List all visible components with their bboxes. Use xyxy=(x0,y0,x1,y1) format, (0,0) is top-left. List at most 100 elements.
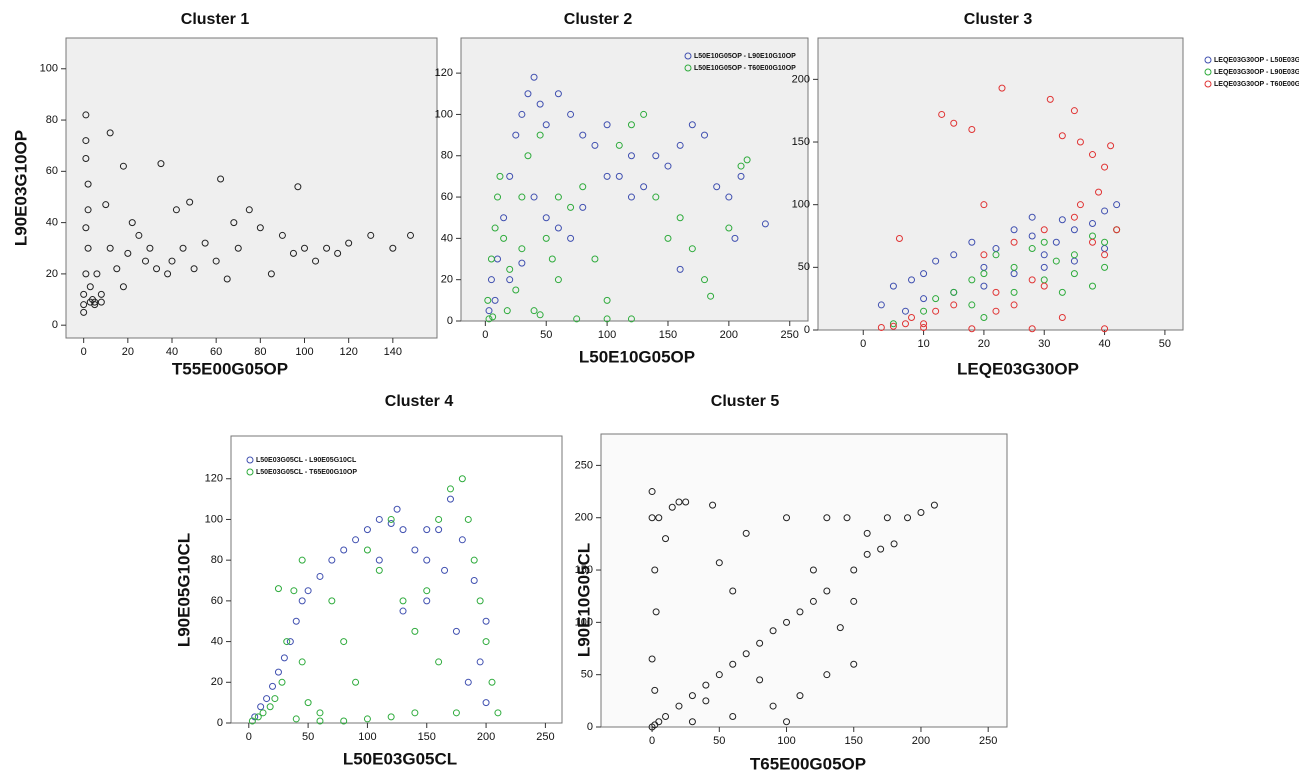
point xyxy=(889,282,897,290)
point xyxy=(500,214,508,222)
point xyxy=(901,320,909,328)
point xyxy=(1101,238,1109,246)
point xyxy=(298,658,306,666)
point xyxy=(411,627,419,635)
point xyxy=(470,577,478,585)
y-axis-label: L90E05G10CL xyxy=(174,533,193,647)
legend-marker xyxy=(1204,68,1212,76)
point xyxy=(542,121,550,129)
y-tick-label: 0 xyxy=(217,717,223,729)
legend-marker xyxy=(684,64,692,72)
point xyxy=(688,718,696,726)
point xyxy=(1058,216,1066,224)
point xyxy=(796,608,804,616)
point xyxy=(627,315,635,323)
x-tick-label: 150 xyxy=(418,731,436,743)
chart-title: Cluster 5 xyxy=(711,393,780,410)
point xyxy=(423,587,431,595)
point xyxy=(340,717,348,725)
point xyxy=(316,717,324,725)
x-tick-label: 200 xyxy=(477,731,495,743)
legend-marker xyxy=(1204,80,1212,88)
point xyxy=(1010,226,1018,234)
x-tick-label: 150 xyxy=(845,735,863,747)
y-tick-label: 60 xyxy=(46,165,58,177)
point xyxy=(491,224,499,232)
point xyxy=(573,315,581,323)
point xyxy=(1070,270,1078,278)
point xyxy=(271,695,279,703)
point xyxy=(106,244,114,252)
point xyxy=(186,198,194,206)
y-tick-label: 100 xyxy=(40,63,58,75)
point xyxy=(950,301,958,309)
point xyxy=(518,193,526,201)
point xyxy=(877,545,885,553)
point xyxy=(652,193,660,201)
point xyxy=(536,100,544,108)
point xyxy=(1052,238,1060,246)
point xyxy=(603,121,611,129)
point xyxy=(950,119,958,127)
point xyxy=(648,488,656,496)
point xyxy=(809,566,817,574)
point xyxy=(298,597,306,605)
point xyxy=(702,681,710,689)
point xyxy=(950,288,958,296)
point xyxy=(579,131,587,139)
point xyxy=(1089,282,1097,290)
point xyxy=(603,296,611,304)
point xyxy=(423,597,431,605)
point xyxy=(938,110,946,118)
y-tick-label: 80 xyxy=(441,150,453,162)
point xyxy=(1070,213,1078,221)
y-axis-label: L90E03G10OP xyxy=(11,130,30,246)
point xyxy=(992,288,1000,296)
point xyxy=(908,276,916,284)
point xyxy=(1101,251,1109,259)
point xyxy=(363,546,371,554)
point xyxy=(164,270,172,278)
point xyxy=(113,265,121,273)
point xyxy=(1101,163,1109,171)
x-tick-label: 0 xyxy=(860,338,866,350)
point xyxy=(920,295,928,303)
chart-title: Cluster 4 xyxy=(385,393,454,410)
x-tick-label: 20 xyxy=(122,346,134,358)
y-tick-label: 120 xyxy=(205,473,223,485)
point xyxy=(82,270,90,278)
point xyxy=(190,265,198,273)
point xyxy=(932,295,940,303)
x-tick-label: 60 xyxy=(210,346,222,358)
point xyxy=(823,514,831,522)
plot-area xyxy=(230,435,563,724)
legend-label: LEQE03G30OP - T60E00G05OP xyxy=(1214,81,1299,88)
legend-label: L50E03G05CL - T65E00G10OP xyxy=(256,469,357,476)
point xyxy=(1028,276,1036,284)
point xyxy=(655,718,663,726)
x-axis-label: L50E03G05CL xyxy=(343,749,457,768)
point xyxy=(496,172,504,180)
point xyxy=(603,172,611,180)
point xyxy=(1058,313,1066,321)
point xyxy=(294,183,302,191)
x-tick-label: 150 xyxy=(659,329,677,341)
point xyxy=(917,508,925,516)
point xyxy=(278,678,286,686)
point xyxy=(452,709,460,717)
point xyxy=(524,90,532,98)
point xyxy=(877,323,885,331)
x-tick-label: 50 xyxy=(1159,338,1171,350)
x-axis-label: T65E00G05OP xyxy=(750,754,866,773)
point xyxy=(102,201,110,209)
point xyxy=(464,515,472,523)
point xyxy=(877,301,885,309)
point xyxy=(80,290,88,298)
point xyxy=(688,121,696,129)
point xyxy=(375,566,383,574)
point xyxy=(729,587,737,595)
point xyxy=(146,244,154,252)
point xyxy=(648,655,656,663)
point xyxy=(675,498,683,506)
point xyxy=(254,713,262,721)
